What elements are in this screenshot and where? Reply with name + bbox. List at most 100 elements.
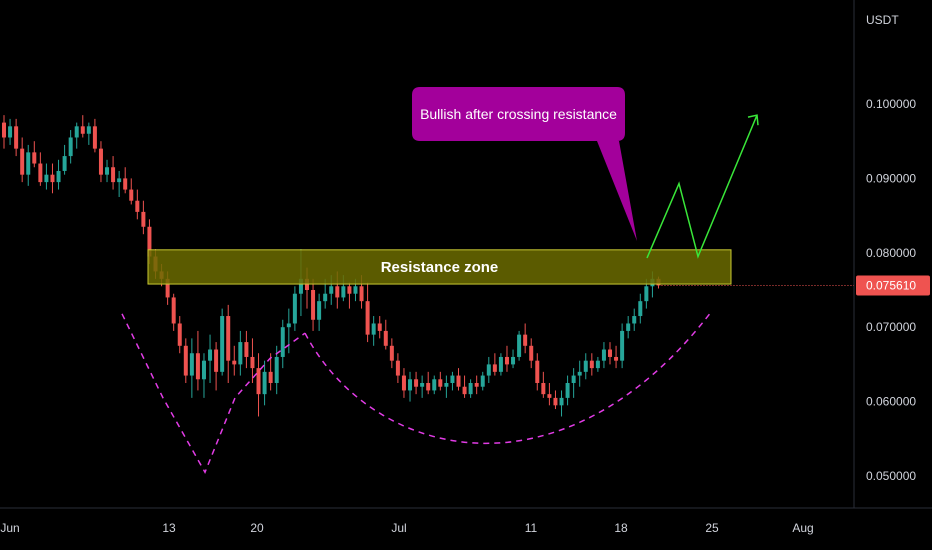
candle xyxy=(577,360,582,387)
candle-body xyxy=(80,126,85,134)
candle-body xyxy=(511,356,516,365)
candle xyxy=(365,282,370,343)
candle xyxy=(50,163,55,194)
x-tick-label: 20 xyxy=(250,521,264,535)
candle xyxy=(486,356,491,383)
candle-body xyxy=(414,379,419,387)
candle-body xyxy=(68,137,73,157)
candle-body xyxy=(644,286,649,302)
candle-body xyxy=(123,178,128,190)
candle xyxy=(541,371,546,398)
y-tick-label: 0.080000 xyxy=(866,246,916,260)
candle-body xyxy=(595,360,600,369)
candle xyxy=(480,371,485,391)
candle xyxy=(111,156,116,190)
candle-body xyxy=(432,379,437,391)
candle xyxy=(614,345,619,369)
candle-body xyxy=(420,383,425,387)
candle-body xyxy=(232,360,237,365)
projection-path xyxy=(646,114,758,259)
candle-body xyxy=(341,286,346,298)
candle xyxy=(474,375,479,395)
candle-body xyxy=(565,383,570,398)
candle xyxy=(74,122,79,149)
candle-body xyxy=(189,353,194,376)
candle xyxy=(80,115,85,138)
candle-body xyxy=(171,297,176,324)
candle-body xyxy=(329,286,334,294)
candle-body xyxy=(147,226,152,257)
candle-body xyxy=(274,356,279,383)
x-tick-label: 13 xyxy=(162,521,176,535)
candle xyxy=(377,316,382,339)
candle-body xyxy=(20,148,25,175)
candle-body xyxy=(632,316,637,324)
candle-body xyxy=(438,379,443,387)
candle xyxy=(438,371,443,391)
candle-body xyxy=(492,364,497,372)
candle-body xyxy=(450,375,455,383)
candle xyxy=(20,137,25,183)
candle xyxy=(511,349,516,369)
candle-body xyxy=(335,286,340,298)
candle-body xyxy=(268,371,273,383)
callout-text: Bullish after crossing resistance xyxy=(420,106,617,122)
candle-body xyxy=(226,316,231,361)
candle-body xyxy=(92,126,97,149)
candle-body xyxy=(56,170,61,183)
candle-body xyxy=(317,301,322,320)
candle xyxy=(559,390,564,417)
candle-body xyxy=(62,156,67,171)
candle-body xyxy=(620,330,625,361)
candle-body xyxy=(377,323,382,331)
candle xyxy=(86,122,91,145)
candle xyxy=(414,371,419,395)
candle xyxy=(32,141,37,168)
candle xyxy=(529,338,534,369)
candle xyxy=(371,316,376,346)
candle xyxy=(456,368,461,391)
candle xyxy=(450,371,455,391)
candle-body xyxy=(74,126,79,138)
candle xyxy=(595,356,600,372)
candle xyxy=(462,375,467,398)
candle-body xyxy=(389,345,394,361)
candle xyxy=(14,118,19,157)
candle-body xyxy=(608,349,612,357)
x-axis-ticks[interactable]: Jun 13 20 Jul 11 18 25 Aug xyxy=(0,521,813,535)
candle-body xyxy=(535,360,540,383)
candle xyxy=(601,342,606,369)
x-tick-label: 11 xyxy=(525,521,538,535)
candle xyxy=(98,141,103,183)
candle-body xyxy=(280,327,285,357)
x-tick-label: 18 xyxy=(614,521,628,535)
resistance-zone-box[interactable] xyxy=(147,249,732,285)
candle xyxy=(401,368,406,398)
candle-body xyxy=(626,323,631,331)
candle-body xyxy=(553,397,558,406)
candle-body xyxy=(323,293,328,302)
candle-body xyxy=(571,375,576,383)
candle-body xyxy=(371,323,376,335)
candle-body xyxy=(98,148,103,175)
candle xyxy=(620,323,625,369)
candle-body xyxy=(444,383,449,387)
candle-body xyxy=(408,379,413,391)
y-axis-ticks[interactable]: 0.100000 0.090000 0.080000 0.070000 0.060000… xyxy=(866,97,916,483)
candle-body xyxy=(395,360,400,376)
callout-bubble[interactable] xyxy=(412,87,637,241)
candle-body xyxy=(165,278,170,298)
candle xyxy=(432,375,437,395)
candle-body xyxy=(462,386,467,395)
candle xyxy=(226,304,231,383)
candle xyxy=(244,330,249,369)
candle xyxy=(135,189,140,220)
candle-body xyxy=(111,167,116,183)
candle xyxy=(201,353,206,398)
candle-body xyxy=(8,126,13,138)
candle-body xyxy=(426,383,431,391)
last-price-value: 0.075610 xyxy=(866,278,916,292)
candle-body xyxy=(401,375,406,391)
candle xyxy=(232,345,237,376)
